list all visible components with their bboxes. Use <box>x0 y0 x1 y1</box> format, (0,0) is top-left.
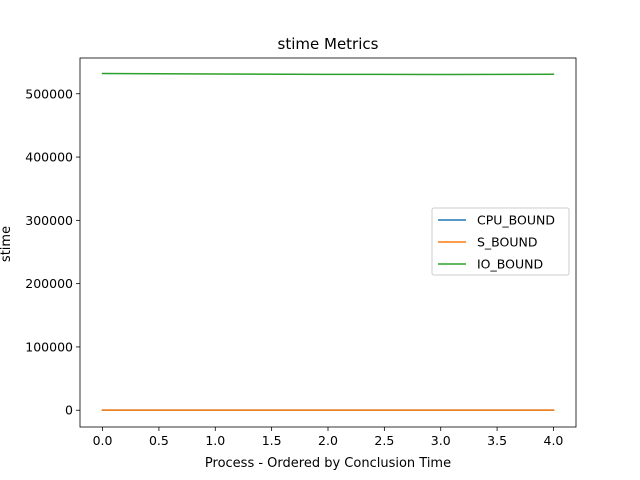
x-tick-label: 0.5 <box>149 433 169 448</box>
y-tick-label: 400000 <box>25 150 73 165</box>
y-tick-label: 100000 <box>25 339 73 354</box>
x-tick-label: 3.5 <box>487 433 507 448</box>
chart-title: stime Metrics <box>278 35 379 53</box>
axes: 0.0 0.5 1.0 1.5 2.0 2.5 3.0 3.5 4.0 0 100000 200000… <box>25 57 577 448</box>
y-axis-label: stime <box>0 226 14 262</box>
x-tick-label: 1.5 <box>262 433 282 448</box>
y-tick-label: 0 <box>65 403 73 418</box>
legend-entry-cpu-bound: CPU_BOUND <box>477 213 555 228</box>
legend-box <box>431 207 570 276</box>
y-tick-label: 500000 <box>25 86 73 101</box>
legend: CPU_BOUND S_BOUND IO_BOUND <box>431 207 570 276</box>
x-tick-label: 4.0 <box>544 433 564 448</box>
x-tick-label: 2.5 <box>374 433 394 448</box>
legend-entry-io-bound: IO_BOUND <box>477 257 543 272</box>
x-tick-label: 2.0 <box>318 433 338 448</box>
x-axis-label: Process - Ordered by Conclusion Time <box>205 456 451 471</box>
plot-area <box>101 72 555 411</box>
y-tick-label: 200000 <box>25 276 73 291</box>
legend-entry-s-bound: S_BOUND <box>477 235 538 250</box>
y-tick-label: 300000 <box>25 213 73 228</box>
x-tick-label: 3.0 <box>431 433 451 448</box>
series-line-io-bound <box>101 72 555 76</box>
x-tick-label: 1.0 <box>205 433 225 448</box>
x-tick-label: 0.0 <box>93 433 113 448</box>
